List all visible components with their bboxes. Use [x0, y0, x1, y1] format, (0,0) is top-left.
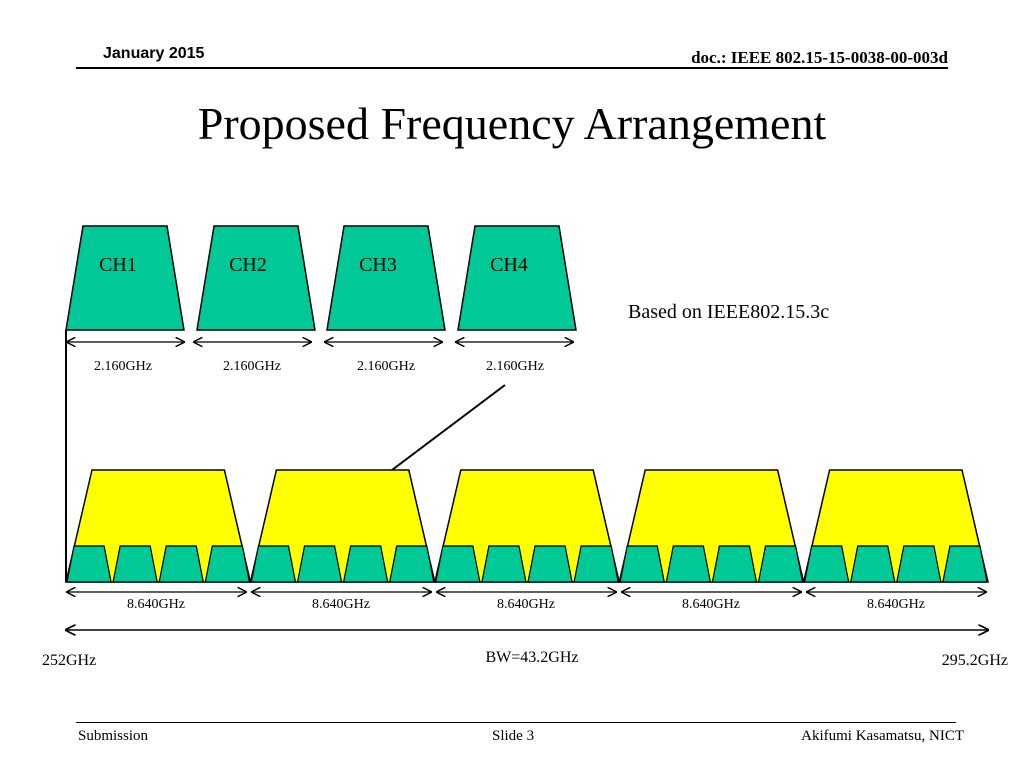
connector-line-right	[391, 384, 506, 471]
wide-channel-2-sub-channel-4	[388, 545, 435, 583]
header-doc-id: doc.: IEEE 802.15-15-0038-00-003d	[691, 48, 948, 67]
wide-channel-2-sub-channel-2	[296, 545, 343, 583]
channel-ch1-label: CH1	[99, 254, 137, 276]
channel-ch2-label: CH2	[229, 254, 267, 276]
wide-channel-5-sub-channel-3	[896, 545, 942, 583]
wide-channel-4-bandwidth: 8.640GHz	[682, 597, 740, 612]
wide-channel-1-sub-channel-4	[204, 545, 251, 583]
start-frequency-label: 252GHz	[42, 652, 96, 669]
wide-channel-5-sub-channel-1	[803, 545, 850, 583]
slide-title: Proposed Frequency Arrangement	[197, 98, 827, 149]
wide-channel-5-bandwidth: 8.640GHz	[867, 597, 925, 612]
wide-channel-1-sub-channel-1	[66, 545, 112, 583]
channel-ch4-shape	[457, 225, 577, 331]
wide-channel-5-sub-channel-4	[942, 545, 988, 583]
wide-channel-3-sub-channel-4	[573, 545, 619, 583]
wide-channel-1-sub-channel-3	[158, 545, 205, 583]
header-divider	[76, 67, 948, 69]
wide-channel-4-sub-channel-1	[619, 545, 666, 583]
total-bandwidth-label: BW=43.2GHz	[485, 649, 578, 666]
wide-channel-4-sub-channel-4	[757, 545, 804, 583]
wide-channel-3-sub-channel-1	[435, 545, 481, 583]
wide-channel-2-sub-channel-1	[250, 545, 297, 583]
channel-ch1-shape	[65, 225, 185, 331]
wide-channel-4-sub-channel-3	[711, 545, 758, 583]
wide-channel-2-bandwidth: 8.640GHz	[312, 597, 370, 612]
wide-channel-4-sub-channel-2	[665, 545, 712, 583]
channel-ch3-shape	[326, 225, 446, 331]
wide-channel-2-sub-channel-3	[342, 545, 389, 583]
channel-ch2-shape	[196, 225, 316, 331]
channel-ch1-bandwidth: 2.160GHz	[94, 359, 152, 374]
wide-channel-1-bandwidth: 8.640GHz	[127, 597, 185, 612]
wide-channel-3-bandwidth: 8.640GHz	[497, 597, 555, 612]
wide-channel-5-sub-channel-2	[849, 545, 896, 583]
channel-ch3-bandwidth: 2.160GHz	[357, 359, 415, 374]
reference-note: Based on IEEE802.15.3c	[628, 301, 829, 323]
footer-divider	[76, 722, 956, 723]
footer-author: Akifumi Kasamatsu, NICT	[801, 728, 964, 744]
wide-channel-3-sub-channel-2	[481, 545, 527, 583]
channel-ch2-bandwidth: 2.160GHz	[223, 359, 281, 374]
channel-ch3-label: CH3	[359, 254, 397, 276]
footer-slide-number: Slide 3	[492, 728, 535, 744]
channel-ch4-label: CH4	[490, 254, 528, 276]
header-date: January 2015	[103, 45, 205, 62]
wide-channel-1-sub-channel-2	[112, 545, 158, 583]
footer-submission: Submission	[78, 728, 149, 744]
channel-ch4-bandwidth: 2.160GHz	[486, 359, 544, 374]
end-frequency-label: 295.2GHz	[942, 652, 1008, 669]
wide-channel-3-sub-channel-3	[527, 545, 573, 583]
wide-channels-group	[65, 469, 989, 583]
